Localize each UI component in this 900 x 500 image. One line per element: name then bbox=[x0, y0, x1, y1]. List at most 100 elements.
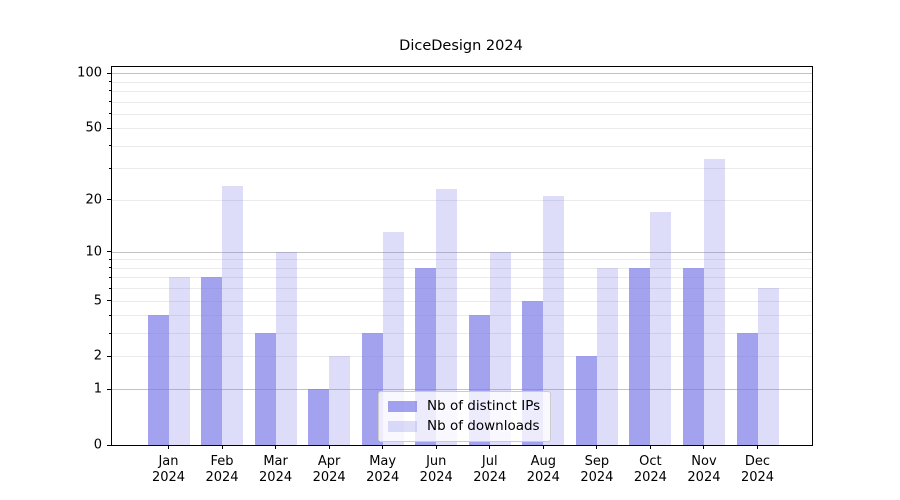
x-tick-month: Oct bbox=[639, 454, 662, 469]
x-tick-month: Jun bbox=[426, 454, 447, 469]
x-tick-mark bbox=[221, 445, 223, 449]
y-tick-mark bbox=[107, 388, 112, 390]
x-tick-mark bbox=[328, 445, 330, 449]
x-tick-mark bbox=[542, 445, 544, 449]
y-tick-label: 10 bbox=[85, 244, 102, 260]
gridline-minor bbox=[112, 267, 812, 269]
x-tick-label: Jan 2024 bbox=[152, 454, 185, 486]
bar-downloads-nov bbox=[703, 158, 725, 445]
x-tick-mark bbox=[649, 445, 651, 449]
bar-distinct-ips-sep bbox=[575, 356, 597, 445]
y-tick-label: 1 bbox=[93, 381, 102, 397]
x-tick-year: 2024 bbox=[312, 470, 346, 485]
x-tick-label: May 2024 bbox=[366, 454, 399, 486]
y-minor-tick-mark bbox=[109, 113, 112, 115]
x-tick-mark bbox=[596, 445, 598, 449]
y-minor-tick-mark bbox=[109, 332, 112, 334]
x-tick-month: Mar bbox=[263, 454, 288, 469]
x-tick-year: 2024 bbox=[580, 470, 614, 485]
y-tick-mark bbox=[107, 251, 112, 253]
gridline-minor bbox=[112, 168, 812, 170]
gridline-minor bbox=[112, 128, 812, 130]
y-minor-tick-mark bbox=[109, 287, 112, 289]
y-minor-tick-mark bbox=[109, 90, 112, 92]
gridline-minor bbox=[112, 90, 812, 92]
gridline-minor bbox=[112, 113, 812, 115]
y-tick-mark bbox=[107, 199, 112, 201]
bar-distinct-ips-nov bbox=[682, 267, 704, 445]
bar-downloads-apr bbox=[329, 356, 351, 445]
bar-downloads-jun bbox=[436, 188, 458, 445]
bar-downloads-mar bbox=[275, 251, 297, 445]
y-minor-tick-mark bbox=[109, 314, 112, 316]
x-tick-mark bbox=[703, 445, 705, 449]
x-tick-month: Jul bbox=[481, 454, 498, 469]
bar-downloads-aug bbox=[543, 195, 565, 445]
x-tick-year: 2024 bbox=[473, 470, 507, 485]
x-tick-month: Nov bbox=[691, 454, 717, 469]
gridline-minor bbox=[112, 199, 812, 201]
y-tick-label: 50 bbox=[85, 120, 102, 136]
y-minor-tick-mark bbox=[109, 258, 112, 260]
x-tick-month: Apr bbox=[317, 454, 341, 469]
legend-label: Nb of distinct IPs bbox=[427, 398, 541, 414]
gridline-minor bbox=[112, 356, 812, 358]
bar-downloads-sep bbox=[596, 267, 618, 445]
y-minor-tick-mark bbox=[109, 145, 112, 147]
x-tick-month: May bbox=[369, 454, 397, 469]
bar-distinct-ips-jan bbox=[147, 315, 169, 445]
y-tick-mark bbox=[107, 300, 112, 302]
y-minor-tick-mark bbox=[109, 276, 112, 278]
x-tick-label: Apr 2024 bbox=[313, 454, 346, 486]
y-minor-tick-mark bbox=[109, 267, 112, 269]
legend-label: Nb of downloads bbox=[427, 418, 540, 434]
x-tick-label: Oct 2024 bbox=[634, 454, 667, 486]
x-tick-year: 2024 bbox=[366, 470, 400, 485]
x-tick-year: 2024 bbox=[740, 470, 775, 485]
bar-downloads-feb bbox=[222, 185, 244, 445]
gridline-minor bbox=[112, 145, 812, 147]
bar-distinct-ips-may bbox=[361, 333, 383, 445]
legend-item: Nb of distinct IPs bbox=[388, 399, 540, 414]
gridline-minor bbox=[112, 259, 812, 261]
gridline-major bbox=[112, 389, 812, 391]
x-tick-mark bbox=[757, 445, 758, 449]
x-tick-mark bbox=[275, 445, 277, 449]
x-tick-month: Aug bbox=[530, 454, 556, 469]
x-tick-mark bbox=[168, 445, 169, 449]
y-minor-tick-mark bbox=[109, 101, 112, 103]
bar-distinct-ips-apr bbox=[308, 389, 330, 445]
y-tick-mark bbox=[107, 355, 112, 357]
gridline-minor bbox=[112, 101, 812, 103]
x-tick-label: Dec 2024 bbox=[741, 454, 774, 486]
y-tick-mark bbox=[107, 127, 112, 129]
x-tick-year: 2024 bbox=[526, 470, 560, 485]
x-tick-label: Jun 2024 bbox=[420, 454, 453, 486]
y-minor-tick-mark bbox=[109, 81, 112, 83]
bar-distinct-ips-dec bbox=[736, 333, 758, 445]
x-tick-year: 2024 bbox=[205, 470, 239, 485]
legend-swatch-distinct-ips bbox=[388, 401, 417, 412]
plot-area: 0 1 2 5 10 20 50 100 Jan 2024 Feb 2024 Mar 2024 Apr 202… bbox=[77, 66, 813, 485]
x-tick-mark bbox=[435, 445, 437, 449]
y-tick-label: 0 bbox=[93, 437, 102, 453]
x-tick-mark bbox=[489, 445, 491, 449]
bar-downloads-dec bbox=[757, 288, 779, 445]
x-tick-year: 2024 bbox=[419, 470, 453, 485]
legend-item: Nb of downloads bbox=[388, 419, 540, 434]
y-tick-label: 5 bbox=[93, 293, 102, 309]
gridline-minor bbox=[112, 315, 812, 317]
bar-downloads-oct bbox=[650, 212, 672, 445]
gridline-minor bbox=[112, 81, 812, 83]
x-tick-label: Nov 2024 bbox=[687, 454, 720, 486]
legend: Nb of distinct IPs Nb of downloads bbox=[378, 391, 552, 442]
y-tick-mark bbox=[107, 72, 112, 74]
x-tick-year: 2024 bbox=[259, 470, 293, 485]
x-tick-label: Feb 2024 bbox=[205, 454, 238, 486]
x-tick-label: Aug 2024 bbox=[527, 454, 560, 486]
x-tick-label: Sep 2024 bbox=[580, 454, 613, 486]
y-tick-label: 2 bbox=[93, 348, 102, 364]
gridline-major bbox=[112, 251, 812, 253]
bar-distinct-ips-oct bbox=[629, 267, 651, 445]
